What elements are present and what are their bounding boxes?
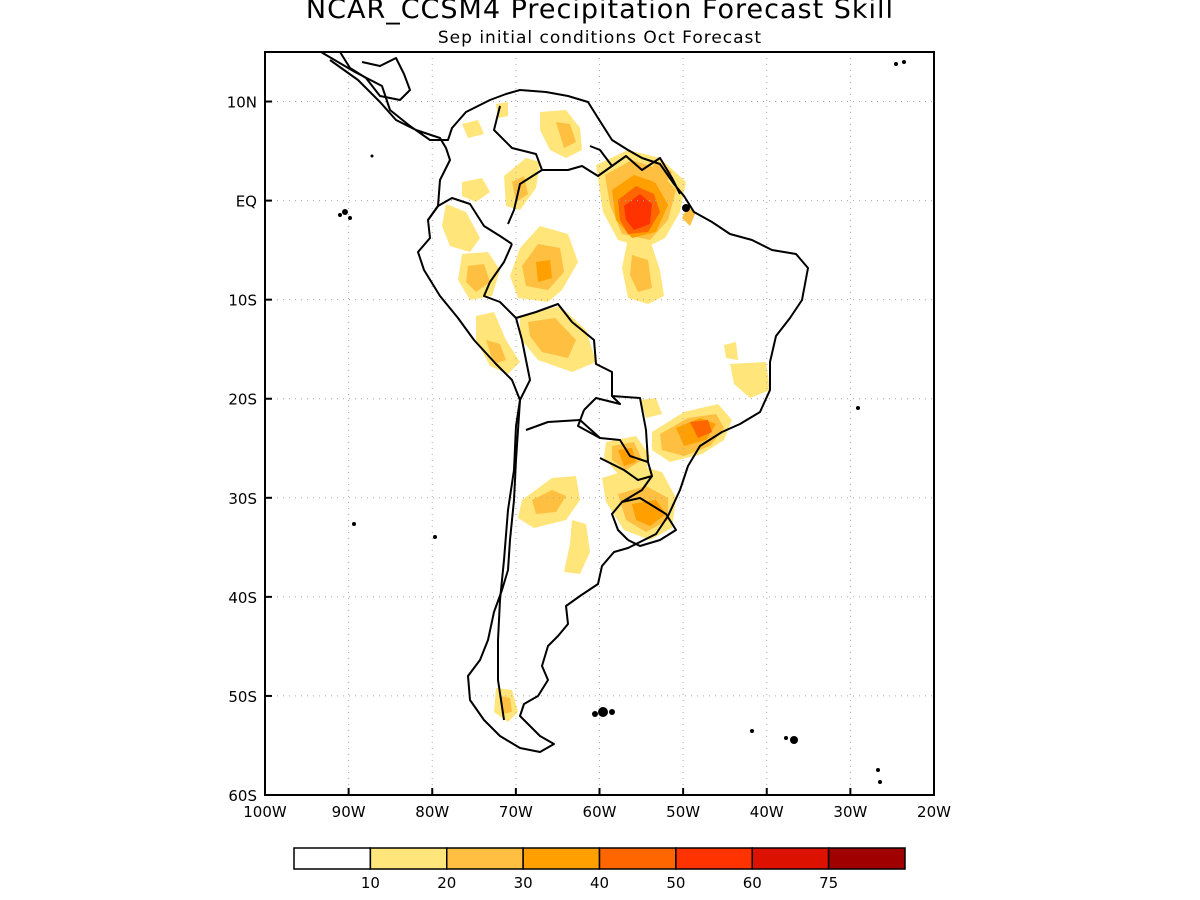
skill-region-peru bbox=[442, 204, 520, 374]
border-brazil-bolivia bbox=[515, 303, 621, 411]
colorbar-swatch bbox=[827, 847, 906, 870]
colorbar-swatch bbox=[598, 847, 677, 870]
lon-tick-label: 80W bbox=[415, 803, 449, 821]
border-argentina-brazil bbox=[611, 475, 653, 541]
lon-tick-label: 50W bbox=[666, 803, 700, 821]
colorbar-swatch bbox=[369, 847, 448, 870]
lon-tick-label: 100W bbox=[243, 803, 287, 821]
colorbar-swatch bbox=[675, 847, 753, 870]
south-america-coast bbox=[320, 52, 809, 753]
lon-tick-label: 20W bbox=[917, 803, 951, 821]
coastlines bbox=[320, 52, 809, 753]
lon-tick-label: 40W bbox=[750, 803, 784, 821]
longitude-axis: 100W 90W 80W 70W 60W 50W 40W 30W 20W bbox=[243, 788, 951, 821]
border-venezuela-brazil bbox=[542, 145, 613, 177]
skill-region-amazon bbox=[622, 238, 664, 304]
lat-tick-label: EQ bbox=[236, 193, 257, 211]
lat-tick-label: 30S bbox=[228, 490, 257, 508]
lat-tick-label: 20S bbox=[228, 391, 257, 409]
lon-tick-label: 60W bbox=[583, 803, 617, 821]
colorbar-label: 75 bbox=[819, 874, 838, 892]
colorbar-label: 40 bbox=[590, 874, 609, 892]
colorbar-label: 10 bbox=[361, 874, 380, 892]
border-brazil-paraguay bbox=[611, 395, 649, 463]
skill-shading bbox=[442, 102, 770, 722]
colorbar: 10 20 30 40 50 60 75 bbox=[293, 847, 906, 892]
skill-region-peru-brazil bbox=[510, 226, 578, 302]
border-bolivia-chile bbox=[515, 339, 531, 427]
colorbar-label: 50 bbox=[666, 874, 685, 892]
skill-region-rgs bbox=[602, 466, 676, 540]
skill-region-argentina bbox=[518, 476, 590, 574]
lat-tick-label: 10S bbox=[228, 292, 257, 310]
skill-region-patagonia bbox=[494, 688, 518, 722]
colorbar-label: 30 bbox=[514, 874, 533, 892]
colorbar-label: 20 bbox=[437, 874, 456, 892]
lat-tick-label: 40S bbox=[228, 589, 257, 607]
skill-region-guiana bbox=[596, 150, 695, 248]
map-subtitle: Sep initial conditions Oct Forecast bbox=[437, 28, 763, 48]
colorbar-label: 60 bbox=[743, 874, 762, 892]
lat-tick-label: 10N bbox=[227, 94, 257, 112]
border-guianas bbox=[611, 155, 681, 195]
colorbar-swatch bbox=[293, 847, 372, 870]
map-title: NCAR_CCSM4 Precipitation Forecast Skill bbox=[305, 0, 895, 25]
border-colombia-venezuela bbox=[493, 105, 543, 225]
skill-region-north bbox=[462, 102, 582, 210]
skill-region-bolivia bbox=[520, 306, 596, 372]
border-chile-argentina bbox=[497, 425, 517, 721]
latitude-axis: 10N EQ 10S 20S 30S 40S 50S 60S bbox=[227, 94, 272, 805]
skill-region-sao-paulo bbox=[640, 342, 770, 462]
colorbar-swatch bbox=[751, 847, 830, 870]
border-uruguay bbox=[621, 497, 677, 547]
border-ecuador-peru bbox=[427, 197, 513, 245]
lat-tick-label: 50S bbox=[228, 688, 257, 706]
colorbar-swatch bbox=[522, 847, 601, 870]
lon-tick-label: 90W bbox=[332, 803, 366, 821]
lon-tick-label: 30W bbox=[833, 803, 867, 821]
colorbar-swatch bbox=[446, 847, 524, 870]
lon-tick-label: 70W bbox=[499, 803, 533, 821]
islands bbox=[338, 60, 906, 784]
central-america-coast bbox=[339, 52, 411, 101]
border-bolivia-argentina bbox=[525, 419, 601, 439]
lat-tick-label: 60S bbox=[228, 787, 257, 805]
